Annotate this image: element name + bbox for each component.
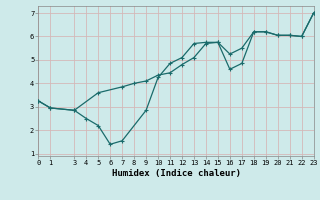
X-axis label: Humidex (Indice chaleur): Humidex (Indice chaleur): [111, 169, 241, 178]
